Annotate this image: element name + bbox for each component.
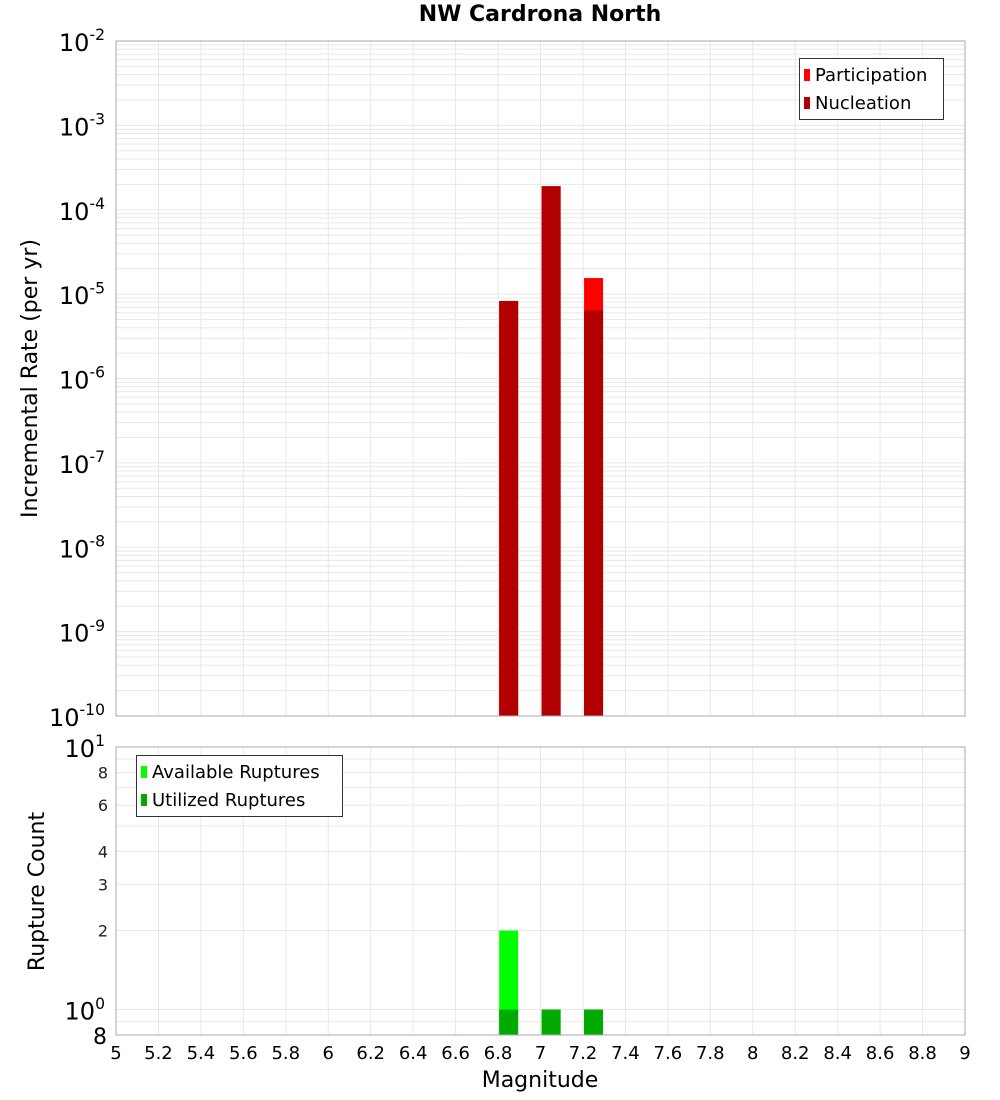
top-y-tick-label: 10-3 bbox=[59, 111, 105, 142]
x-tick-label: 6.4 bbox=[399, 1043, 428, 1064]
x-tick-label: 8.4 bbox=[823, 1043, 852, 1064]
legend-label: Available Ruptures bbox=[152, 761, 320, 783]
x-tick-label: 8.2 bbox=[781, 1043, 810, 1064]
legend-label: Nucleation bbox=[815, 92, 912, 114]
x-tick-label: 5.8 bbox=[271, 1043, 300, 1064]
x-tick-label: 7.8 bbox=[696, 1043, 725, 1064]
x-tick-label: 7.4 bbox=[611, 1043, 640, 1064]
legend-item-participation: Participation bbox=[804, 61, 937, 89]
top-y-tick-label: 10-7 bbox=[59, 448, 105, 479]
x-tick-label: 6.2 bbox=[356, 1043, 385, 1064]
x-tick-label: 5.4 bbox=[187, 1043, 216, 1064]
legend-item-nucleation: Nucleation bbox=[804, 89, 937, 117]
bottom-y-tick-label: 8 bbox=[93, 1025, 107, 1050]
available-swatch-icon bbox=[141, 766, 147, 778]
x-tick-label: 6 bbox=[323, 1043, 334, 1064]
bottom-y-tick-label: 8 bbox=[98, 763, 108, 782]
bottom-y-tick-label: 3 bbox=[98, 875, 108, 894]
available-ruptures-bar bbox=[499, 930, 519, 1035]
legend-item-available: Available Ruptures bbox=[141, 758, 336, 786]
bottom-y-tick-label: 6 bbox=[98, 796, 108, 815]
x-tick-label: 5.6 bbox=[229, 1043, 258, 1064]
top-y-tick-label: 10-6 bbox=[59, 364, 105, 395]
bottom-y-tick-label: 4 bbox=[98, 842, 108, 861]
participation-swatch-icon bbox=[804, 69, 810, 81]
top-y-tick-label: 10-4 bbox=[59, 195, 105, 226]
top-y-tick-label: 10-2 bbox=[59, 26, 105, 57]
top-y-tick-label: 10-5 bbox=[59, 279, 105, 310]
chart-title: NW Cardrona North bbox=[418, 2, 662, 27]
top-y-tick-label: 10-9 bbox=[59, 617, 105, 648]
utilized-ruptures-bar bbox=[541, 1009, 561, 1035]
x-tick-label: 8 bbox=[747, 1043, 758, 1064]
x-tick-label: 8.6 bbox=[866, 1043, 895, 1064]
bottom-legend: Available Ruptures Utilized Ruptures bbox=[136, 755, 343, 817]
x-tick-label: 7.6 bbox=[654, 1043, 683, 1064]
top-legend: Participation Nucleation bbox=[799, 58, 944, 120]
bottom-y-tick-label: 101 bbox=[65, 732, 105, 763]
x-tick-label: 5.2 bbox=[144, 1043, 173, 1064]
nucleation-bar bbox=[499, 300, 519, 716]
nucleation-bar bbox=[541, 186, 561, 716]
x-tick-label: 9 bbox=[959, 1043, 970, 1064]
x-tick-label: 7 bbox=[535, 1043, 546, 1064]
x-tick-label: 8.8 bbox=[908, 1043, 937, 1064]
bottom-y-tick-label: 100 bbox=[65, 995, 105, 1026]
top-y-tick-label: 10-10 bbox=[49, 701, 105, 732]
x-tick-label: 7.2 bbox=[569, 1043, 598, 1064]
x-tick-label: 6.6 bbox=[441, 1043, 470, 1064]
legend-label: Utilized Ruptures bbox=[152, 789, 306, 811]
legend-label: Participation bbox=[815, 64, 928, 86]
top-y-axis-label: Incremental Rate (per yr) bbox=[17, 238, 43, 518]
x-axis-label: Magnitude bbox=[481, 1068, 599, 1093]
utilized-ruptures-bar bbox=[584, 1009, 604, 1035]
bottom-y-axis-label: Rupture Count bbox=[24, 811, 50, 971]
top-y-tick-label: 10-8 bbox=[59, 532, 105, 563]
x-tick-label: 5 bbox=[110, 1043, 121, 1064]
nucleation-bar bbox=[584, 310, 604, 716]
nucleation-swatch-icon bbox=[804, 97, 810, 109]
bottom-y-tick-label: 2 bbox=[98, 922, 108, 941]
x-tick-label: 6.8 bbox=[484, 1043, 513, 1064]
legend-item-utilized: Utilized Ruptures bbox=[141, 786, 336, 814]
utilized-swatch-icon bbox=[141, 794, 147, 806]
utilized-ruptures-bar bbox=[499, 1009, 519, 1035]
